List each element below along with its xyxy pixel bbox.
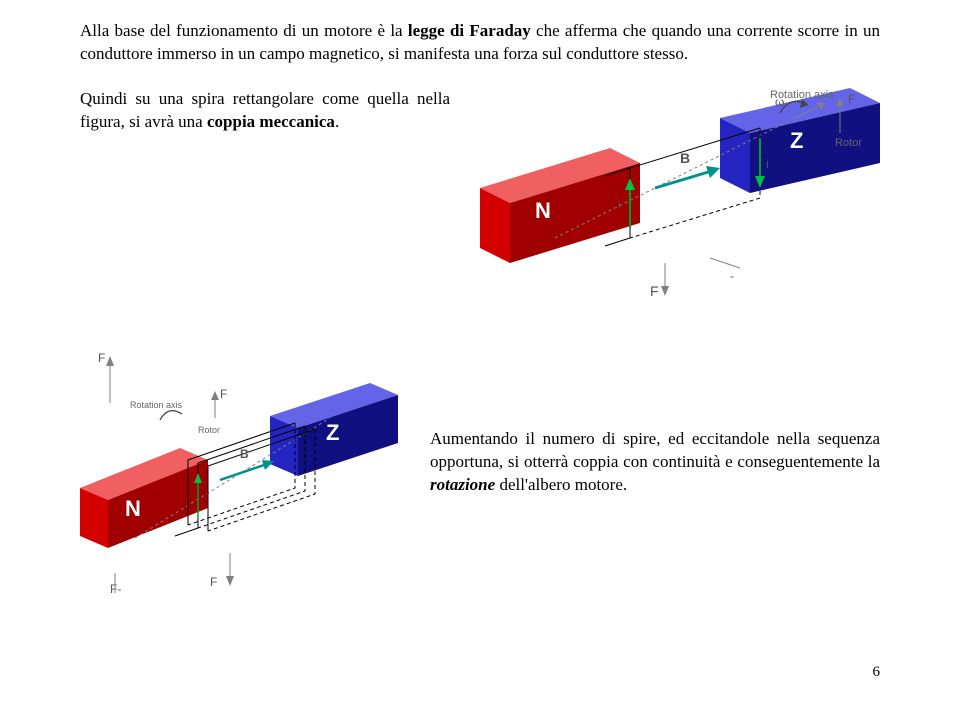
p1-bold: legge di Faraday [408,21,531,40]
svg-text:-: - [730,269,734,283]
magnet-n-2: N [125,496,141,521]
row-figure-right: Quindi su una spira rettangolare come qu… [80,88,880,308]
p2-text-b: . [335,112,339,131]
motor-diagram-icon: N Z Rotation axis ω [480,88,880,308]
paragraph-2: Quindi su una spira rettangolare come qu… [80,88,450,134]
rotor-label: Rotor [835,137,862,149]
magnet-z-2: Z [326,420,339,445]
p3-bold-italic: rotazione [430,475,495,494]
i-label-2: i [766,157,769,171]
b-label: B [680,150,690,166]
f-minus-2: F- [110,582,121,596]
omega-label: ω [775,95,784,109]
figure-1: N Z Rotation axis ω [480,88,880,308]
paragraph-1: Alla base del funzionamento di un motore… [80,20,880,66]
paragraph-3: Aumentando il numero di spire, ed eccita… [430,428,880,497]
f-label: F [650,283,659,299]
rotor-2: Rotor [198,425,220,435]
page: Alla base del funzionamento di un motore… [0,0,960,702]
page-number: 6 [873,662,881,682]
p3-text-a: Aumentando il numero di spire, ed eccita… [430,429,880,471]
figure-2: F Rotation axis F Rotor N [80,348,400,608]
f-label-2: F [210,575,217,589]
paragraph-3-wrap: Aumentando il numero di spire, ed eccita… [400,348,880,515]
row-figure-left: F Rotation axis F Rotor N [80,348,880,608]
f-axis-up: F [98,351,105,365]
paragraph-2-wrap: Quindi su una spira rettangolare come qu… [80,88,480,152]
f-up-label: F [848,92,855,106]
p2-bold: coppia meccanica [207,112,335,131]
rotation-axis-2: Rotation axis [130,400,183,410]
magnet-z-label: Z [790,128,803,153]
b-label-2: B [240,447,249,461]
i-label-1: i [618,197,621,211]
motor-diagram-2-icon: F Rotation axis F Rotor N [80,348,400,608]
magnet-n-label: N [535,198,551,223]
p3-text-b: dell'albero motore. [495,475,627,494]
f-small: F [220,387,227,401]
p1-text-a: Alla base del funzionamento di un motore… [80,21,408,40]
